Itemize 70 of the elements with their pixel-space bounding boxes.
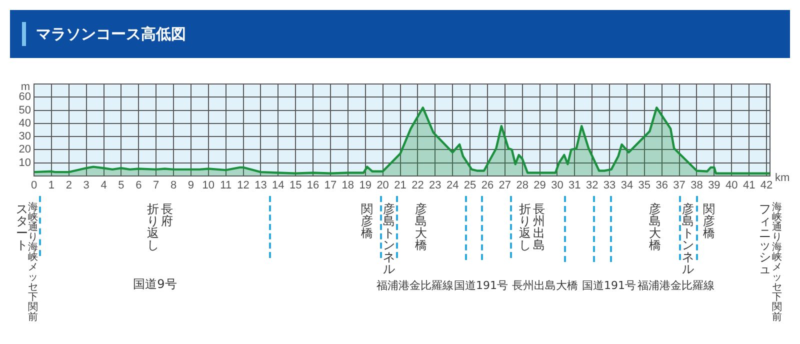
text: 国道191号	[454, 278, 508, 293]
x-tick-label: 33	[603, 180, 616, 192]
text: 長府折り返し	[147, 202, 173, 252]
text: 福浦港金比羅線	[638, 278, 714, 293]
x-tick-label: 6	[136, 180, 142, 192]
x-tick-label: 40	[726, 180, 738, 192]
x-tick-label: 17	[324, 180, 337, 192]
chart-title: マラソンコース高低図	[22, 22, 186, 46]
x-tick-label: 9	[188, 180, 194, 192]
text: 彦島大橋	[649, 202, 661, 252]
x-tick-label: 29	[534, 180, 546, 192]
x-tick-label: 13	[254, 180, 267, 192]
x-tick-label: 16	[306, 180, 320, 192]
text: 彦島トンネル	[682, 202, 694, 276]
x-tick-label: 30	[551, 180, 564, 192]
x-axis-title: km	[775, 172, 790, 184]
x-tick-label: 28	[516, 180, 528, 192]
x-tick-label: 21	[394, 180, 406, 192]
y-tick-label: 40	[18, 117, 31, 130]
y-tick-label: 10	[18, 156, 31, 169]
x-tick-label: 24	[446, 180, 459, 192]
x-tick-label: 31	[568, 180, 581, 192]
x-tick-label: 20	[376, 180, 389, 192]
x-tick-label: 34	[620, 180, 634, 192]
x-tick-label: 19	[359, 180, 372, 192]
text: 関彦橋	[703, 202, 715, 240]
x-tick-label: 7	[153, 180, 160, 192]
x-tick-label: 26	[481, 180, 494, 192]
text: 福浦港金比羅線	[376, 278, 454, 293]
y-tick-label: 20	[18, 144, 31, 156]
x-tick-label: 38	[690, 180, 703, 192]
x-tick-label: 3	[83, 180, 90, 192]
y-tick-label: 30	[18, 130, 31, 143]
x-tick-label: 15	[289, 180, 302, 192]
x-tick-label: 23	[429, 180, 442, 192]
x-tick-label: 25	[464, 180, 476, 192]
text: 彦島大橋	[415, 202, 427, 252]
y-axis-title: m	[20, 81, 30, 94]
x-tick-label: 42	[760, 180, 773, 192]
text: 関彦橋	[361, 202, 373, 240]
x-tick-label: 14	[272, 180, 284, 192]
text: 長州出島大橋	[512, 278, 578, 293]
x-tick-label: 10	[202, 180, 215, 192]
x-tick-label: 2	[66, 180, 72, 192]
x-tick-label: 4	[100, 180, 107, 192]
text: スタート	[16, 202, 28, 252]
x-tick-label: 12	[237, 180, 250, 192]
x-tick-label: 35	[638, 180, 651, 192]
x-tick-label: 1	[48, 180, 55, 192]
x-tick-label: 8	[170, 180, 177, 192]
text: フィニッシュ	[759, 202, 771, 276]
text: 国道9号	[133, 276, 177, 293]
x-tick-label: 27	[498, 180, 512, 192]
x-tick-label: 18	[342, 180, 354, 192]
x-tick-label: 39	[708, 180, 720, 192]
text: 長州出島折り返し	[519, 202, 545, 252]
text: 国道191号	[582, 278, 636, 293]
x-tick-label: 41	[742, 180, 756, 192]
y-tick-label: 50	[18, 104, 31, 116]
x-tick-label: 0	[30, 180, 38, 192]
x-tick-label: 11	[220, 180, 232, 192]
x-tick-label: 37	[673, 180, 686, 192]
x-tick-label: 22	[412, 180, 424, 192]
y-tick-label: 60	[18, 91, 31, 104]
text: 彦島トンネル	[383, 202, 395, 276]
x-tick-label: 36	[656, 180, 668, 192]
text: 海峡通り海峡メッセ下関前	[28, 202, 38, 323]
x-tick-label: 32	[586, 180, 598, 192]
text: 海峡通り海峡メッセ下関前	[772, 202, 782, 323]
x-tick-label: 5	[118, 180, 124, 192]
